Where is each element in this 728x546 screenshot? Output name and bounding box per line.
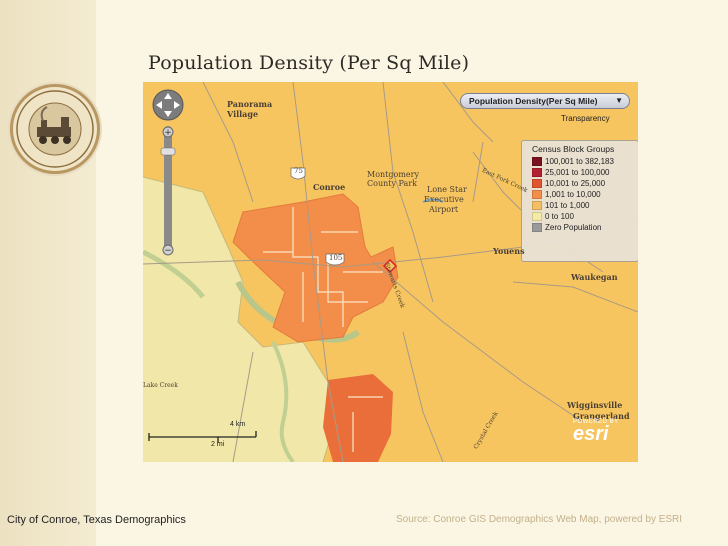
zoom-pan-control[interactable]: + − (151, 88, 185, 264)
legend-item: 100,001 to 382,183 (532, 156, 638, 167)
place-label-village: Village (227, 109, 259, 119)
legend-item: 10,001 to 25,000 (532, 178, 638, 189)
creek-label-lake: Lake Creek (143, 382, 178, 389)
place-label-panorama: Panorama (227, 99, 273, 109)
scale-bar-graphic (148, 431, 257, 443)
legend-label: 100,001 to 382,183 (545, 157, 614, 166)
layer-select-value: Population Density(Per Sq Mile) (469, 96, 598, 106)
hwy-105-label: 105 (329, 254, 343, 262)
slide-title: Population Density (Per Sq Mile) (148, 52, 470, 74)
svg-text:+: + (164, 128, 172, 138)
left-decorative-band (0, 0, 96, 546)
powered-by-text: POWERED BY (573, 419, 619, 425)
layer-select-dropdown[interactable]: Population Density(Per Sq Mile) ▼ (460, 93, 630, 109)
legend-label: 0 to 100 (545, 212, 574, 221)
legend-label: 25,001 to 100,000 (545, 168, 610, 177)
web-map-view[interactable]: + − Population Density(Per Sq Mile) ▼ Tr… (143, 82, 638, 462)
place-label-conroe: Conroe (313, 182, 346, 192)
scale-mi-label: 2 mi (211, 441, 225, 448)
legend-swatch (532, 212, 542, 221)
svg-text:−: − (164, 246, 172, 256)
place-label-youens: Youens (493, 246, 525, 256)
legend-item: 25,001 to 100,000 (532, 167, 638, 178)
legend-item: 1,001 to 10,000 (532, 189, 638, 200)
hwy-75-label: 75 (294, 167, 303, 175)
legend-swatch (532, 168, 542, 177)
esri-logo[interactable]: POWERED BY esri (573, 419, 619, 445)
place-label-montgomery-park: Montgomery (367, 170, 419, 179)
place-label-airport-1: Lone Star (427, 185, 467, 194)
legend-label: 1,001 to 10,000 (545, 190, 601, 199)
legend-label: Zero Population (545, 223, 602, 232)
place-label-waukegan: Waukegan (571, 272, 618, 282)
conroe-city-seal (10, 84, 100, 174)
legend-swatch (532, 223, 542, 232)
seal-graphic (16, 90, 94, 168)
esri-wordmark: esri (573, 423, 609, 445)
legend-title: Census Block Groups (532, 144, 615, 154)
place-label-county-park: County Park (367, 179, 417, 188)
legend-swatch (532, 157, 542, 166)
map-legend: Census Block Groups 100,001 to 382,183 2… (521, 140, 638, 262)
legend-swatch (532, 190, 542, 199)
scale-km-label: 4 km (230, 421, 246, 428)
map-scale-bar: 4 km 2 mi (148, 421, 258, 458)
place-label-grangerland: Grangerland (573, 411, 630, 421)
legend-label: 10,001 to 25,000 (545, 179, 606, 188)
legend-item: 0 to 100 (532, 211, 638, 222)
transparency-slider-label[interactable]: Transparency (561, 114, 610, 123)
legend-item: 101 to 1,000 (532, 200, 638, 211)
place-label-airport-2: Executive (424, 195, 464, 204)
legend-swatch (532, 179, 542, 188)
map-base (143, 82, 638, 462)
footer-left-text: City of Conroe, Texas Demographics (7, 514, 186, 526)
place-label-airport-3: Airport (429, 205, 459, 214)
legend-label: 101 to 1,000 (545, 201, 590, 210)
chevron-down-icon: ▼ (615, 96, 623, 105)
footer-source-text: Source: Conroe GIS Demographics Web Map,… (396, 514, 683, 525)
legend-swatch (532, 201, 542, 210)
place-label-wigginsville: Wigginsville (567, 400, 623, 410)
legend-item: Zero Population (532, 222, 638, 233)
